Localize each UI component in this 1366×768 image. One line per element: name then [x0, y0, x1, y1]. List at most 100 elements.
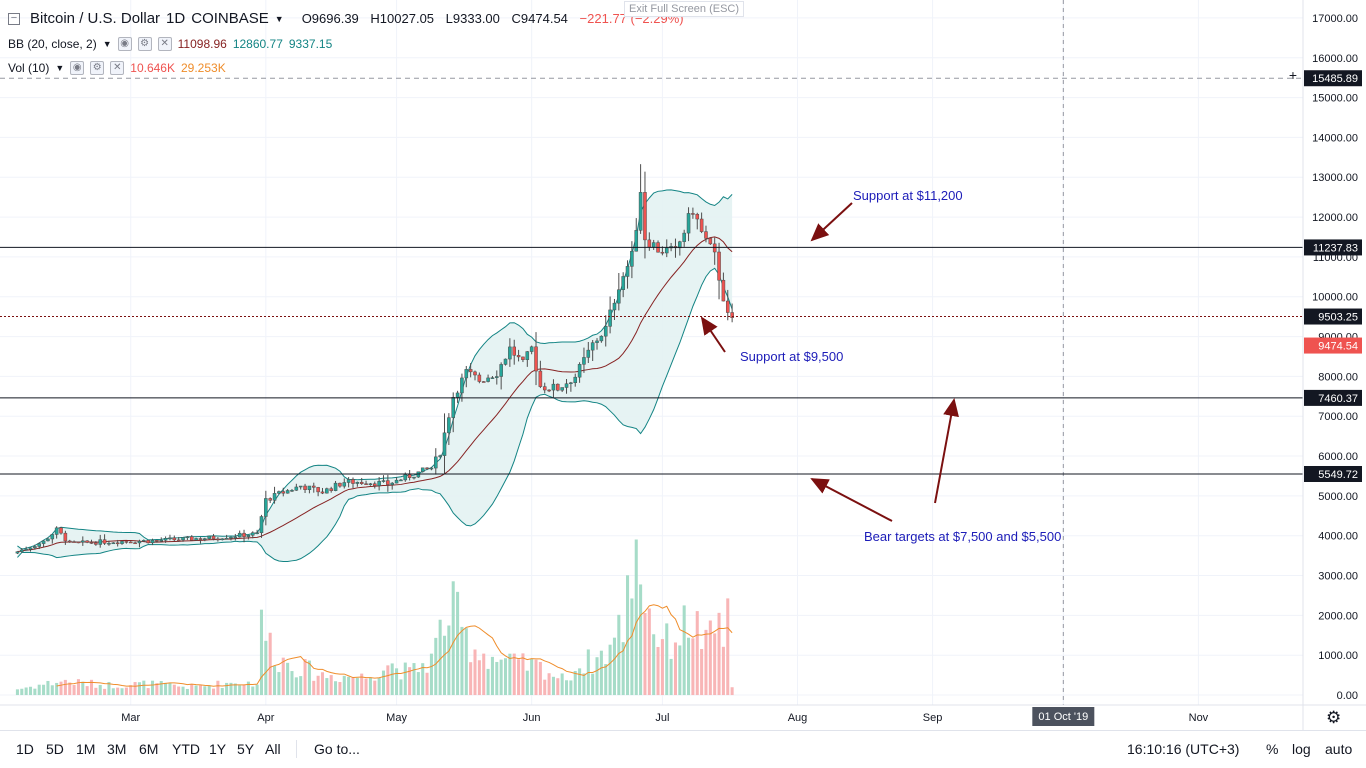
candle-body	[259, 516, 264, 533]
range-6m[interactable]: 6M	[139, 741, 159, 757]
candle-body	[24, 549, 28, 551]
vol-label[interactable]: Vol (10)	[8, 61, 50, 75]
candle-body	[46, 538, 50, 542]
symbol-title[interactable]: Bitcoin / U.S. Dollar	[30, 10, 161, 27]
candle-body	[168, 537, 172, 540]
volume-bar	[185, 688, 189, 696]
volume-bar	[451, 581, 455, 696]
volume-bar	[360, 673, 364, 696]
chevron-down-icon[interactable]: ▼	[55, 63, 65, 73]
candle-body	[102, 539, 107, 544]
price-tick-label: 7000.00	[1318, 411, 1358, 423]
price-tick-label: 17000.00	[1312, 13, 1358, 25]
volume-bar	[416, 672, 420, 696]
clock-time[interactable]: 16:10:16 (UTC+3)	[1127, 741, 1240, 757]
candle-body	[573, 376, 578, 383]
vol-legend: Vol (10) ▼ ◉ ⚙ ✕ 10.646K 29.253K	[8, 61, 226, 75]
volume-bar	[15, 689, 19, 696]
volume-bar	[612, 637, 616, 696]
close-icon[interactable]: ✕	[110, 61, 125, 75]
volume-bar	[525, 670, 529, 696]
volume-bar	[495, 661, 499, 696]
settings-gear-icon[interactable]: ⚙	[1326, 708, 1342, 727]
candle-body	[425, 467, 429, 470]
last-price-label: 9474.54	[1318, 341, 1358, 353]
level-label-box	[1304, 308, 1362, 325]
log-toggle[interactable]: log	[1292, 741, 1311, 757]
chevron-down-icon[interactable]: ▼	[274, 13, 284, 24]
exit-fullscreen-button[interactable]: Exit Full Screen (ESC)	[624, 1, 745, 17]
volume-bar	[634, 539, 638, 696]
candle-body	[237, 532, 242, 538]
volume-bar	[477, 660, 481, 696]
volume-bar	[190, 684, 194, 696]
settings-icon[interactable]: ⚙	[90, 61, 105, 75]
time-tick-label: May	[386, 712, 407, 724]
volume-bar	[72, 684, 76, 696]
price-tick-label: 0.00	[1337, 690, 1358, 702]
volume-bar	[351, 677, 355, 696]
close-icon[interactable]: ✕	[157, 37, 172, 51]
goto-button[interactable]: Go to...	[314, 741, 360, 757]
eye-icon[interactable]: ◉	[117, 37, 132, 51]
volume-bar	[303, 659, 307, 696]
price-chart[interactable]: 0.00 1000.00 2000.00 3000.00 4000.00 5000.00 6…	[0, 0, 1366, 730]
eye-icon[interactable]: ◉	[70, 61, 85, 75]
bb-upper-value: 12860.77	[232, 37, 283, 51]
volume-bar	[569, 680, 573, 696]
collapse-icon[interactable]: −	[8, 12, 20, 25]
volume-bar	[560, 673, 564, 696]
level-label-box	[1304, 465, 1362, 482]
annotation-support-11200: Support at $11,200	[853, 188, 963, 203]
volume-bar	[630, 598, 634, 696]
volume-bar	[63, 679, 67, 696]
arrow-bear-target-7500	[934, 398, 959, 504]
candle-body	[691, 213, 695, 215]
range-1d[interactable]: 1D	[16, 741, 34, 757]
percent-toggle[interactable]: %	[1266, 741, 1279, 757]
volume-bar	[390, 663, 394, 696]
candle-body	[115, 542, 120, 545]
range-5d[interactable]: 5D	[46, 741, 64, 757]
volume-bar	[107, 681, 111, 696]
range-1y[interactable]: 1Y	[209, 741, 227, 757]
add-plus-icon[interactable]: +	[1288, 67, 1298, 83]
bb-label[interactable]: BB (20, close, 2)	[8, 37, 97, 51]
vol-ma-value: 29.253K	[181, 61, 226, 75]
candle-body	[538, 370, 543, 387]
volume-bar	[687, 637, 691, 696]
arrow-support-11200	[810, 202, 853, 242]
candle-body	[207, 535, 211, 539]
volume-bar	[669, 658, 673, 696]
range-5y[interactable]: 5Y	[237, 741, 255, 757]
range-1m[interactable]: 1M	[76, 741, 96, 757]
arrow-support-9500	[700, 316, 726, 353]
volume-bar	[695, 611, 699, 696]
candle-body	[242, 532, 246, 537]
volume-bar	[538, 661, 542, 696]
auto-toggle[interactable]: auto	[1325, 741, 1353, 757]
candle-body	[477, 374, 482, 382]
candle-body	[41, 540, 46, 544]
chevron-down-icon[interactable]: ▼	[102, 39, 112, 49]
range-ytd[interactable]: YTD	[172, 741, 200, 757]
volume-bar	[225, 682, 229, 696]
volume-bar	[442, 635, 447, 696]
candle-body	[72, 541, 76, 543]
candle-body	[712, 243, 717, 253]
candle-body	[220, 538, 225, 541]
volume-bar	[547, 673, 551, 696]
volume-bar	[294, 677, 298, 696]
volume-bar	[368, 677, 372, 696]
candle-body	[268, 498, 272, 501]
candle-body	[521, 356, 525, 360]
candle-body	[394, 479, 399, 484]
range-3m[interactable]: 3M	[107, 741, 127, 757]
candle-body	[564, 383, 569, 388]
range-all[interactable]: All	[265, 741, 281, 757]
symbol-interval[interactable]: 1D	[166, 10, 186, 27]
ohlc-low: L9333.00	[445, 11, 500, 26]
candle-body	[359, 481, 364, 484]
candle-body	[20, 549, 24, 552]
settings-icon[interactable]: ⚙	[137, 37, 152, 51]
